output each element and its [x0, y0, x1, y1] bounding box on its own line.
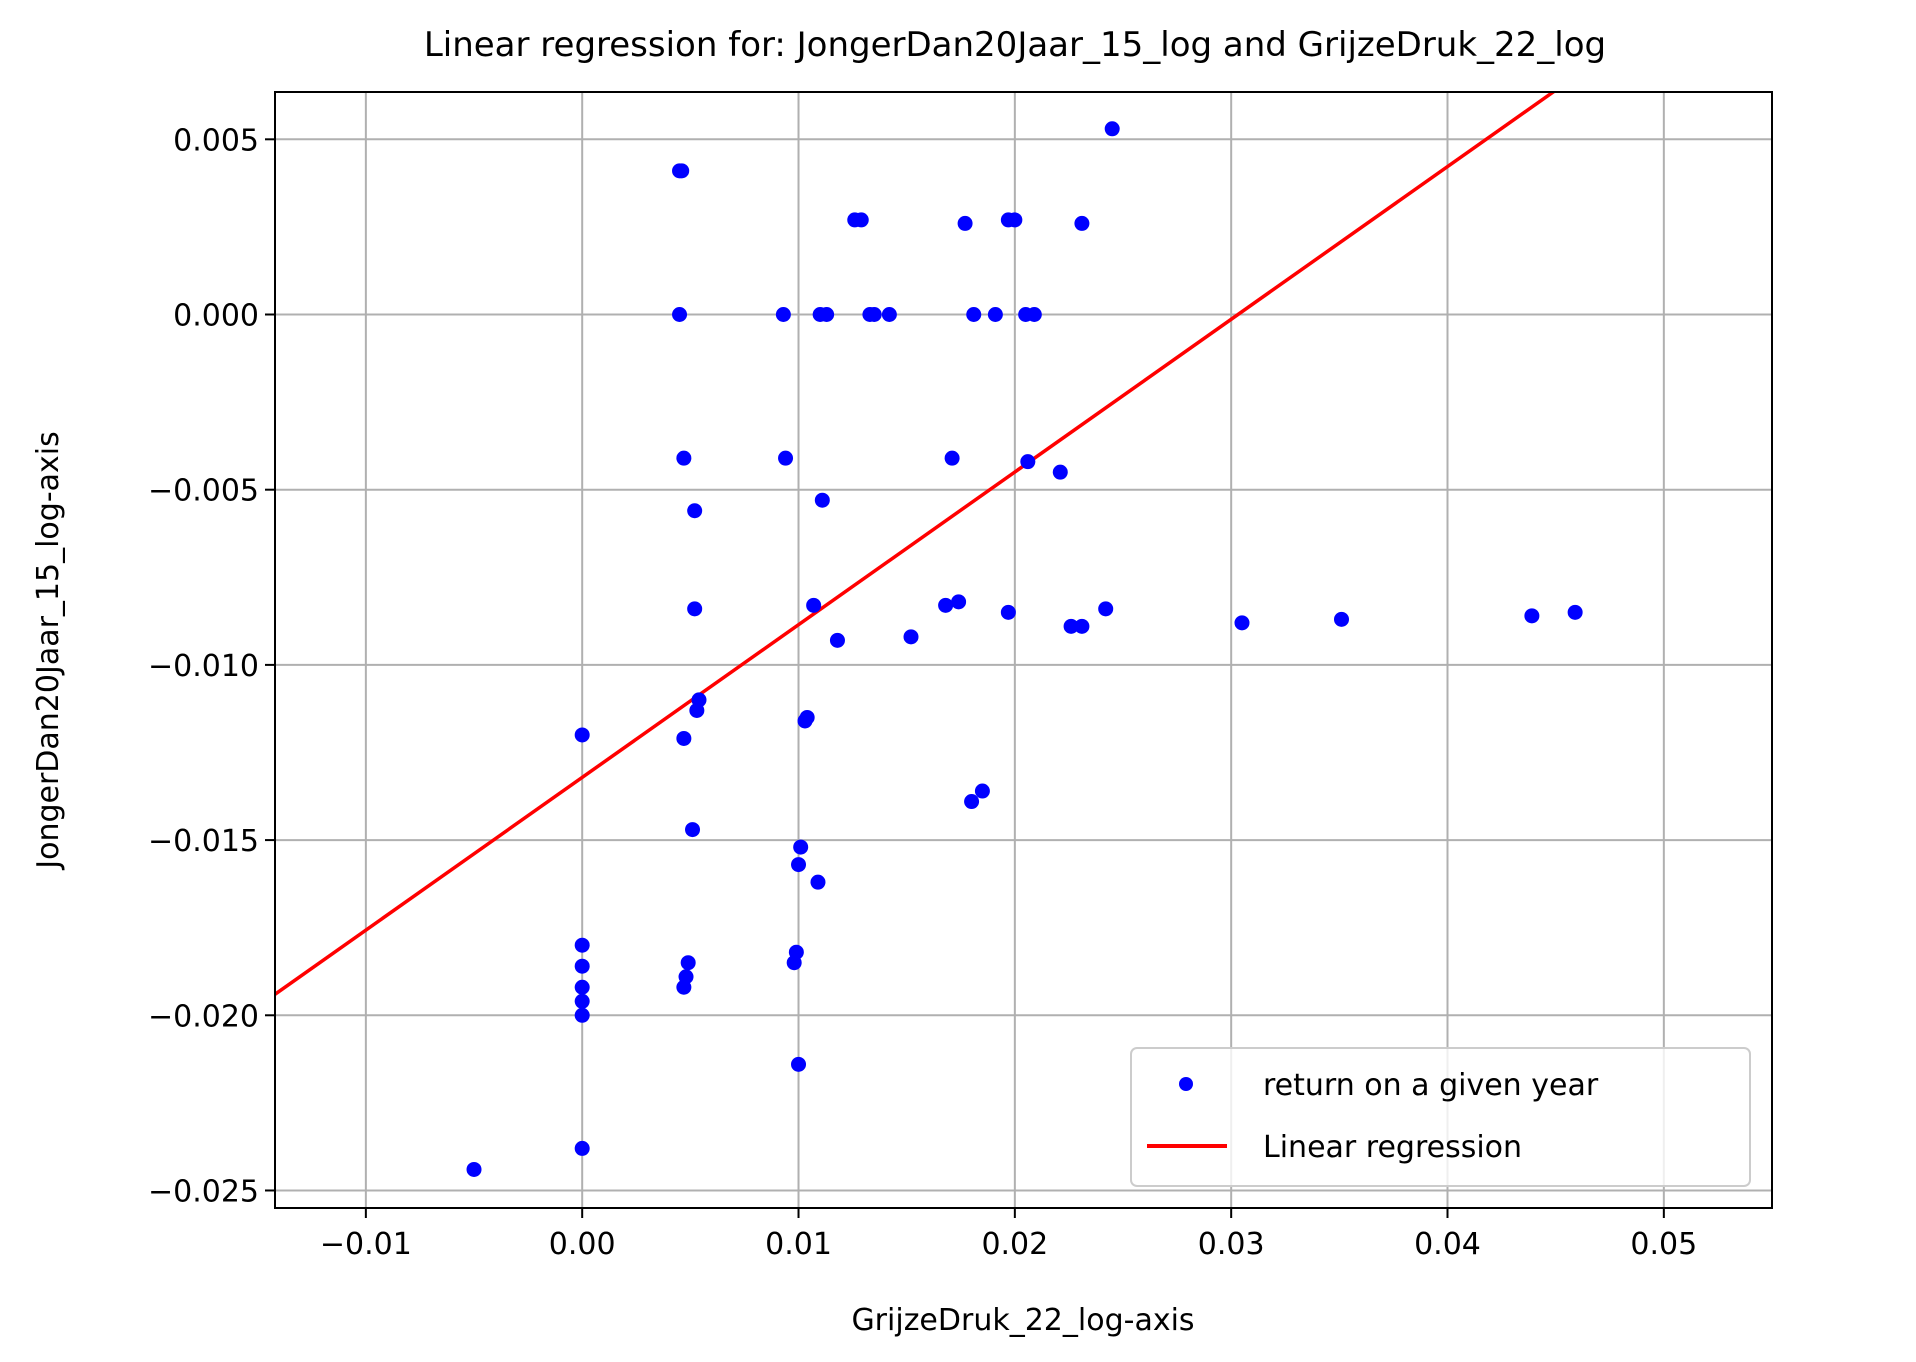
x-tick-label: 0.04 [1414, 1227, 1481, 1262]
scatter-point [791, 1056, 807, 1072]
y-tick-label: −0.020 [148, 999, 259, 1034]
scatter-point [574, 1140, 590, 1156]
x-axis-label: GrijzeDruk_22_log-axis [851, 1303, 1194, 1338]
x-tick-label: −0.01 [320, 1227, 412, 1262]
scatter-point [903, 629, 919, 645]
y-tick-label: −0.025 [148, 1174, 259, 1209]
scatter-point [987, 306, 1003, 322]
scatter-point [938, 597, 954, 613]
scatter-point [1026, 306, 1042, 322]
scatter-point [574, 979, 590, 995]
scatter-point [676, 979, 692, 995]
scatter-point [574, 993, 590, 1009]
y-axis-ticks: −0.025 −0.020 −0.015 −0.010 −0.005 0.000 0.005 [148, 123, 275, 1209]
legend-box [1130, 1047, 1751, 1187]
scatter-point [778, 450, 794, 466]
scatter-point [974, 783, 990, 799]
x-tick-label: 0.02 [981, 1227, 1048, 1262]
scatter-point [674, 163, 690, 179]
scatter-point [791, 857, 807, 873]
scatter-point [1524, 608, 1540, 624]
y-tick-label: −0.015 [148, 824, 259, 859]
plot-frame [274, 91, 1773, 1209]
y-tick-label: 0.000 [173, 298, 259, 333]
scatter-point [1000, 604, 1016, 620]
x-tick-label: 0.00 [549, 1227, 616, 1262]
y-tick-label: −0.010 [148, 649, 259, 684]
scatter-point [957, 215, 973, 231]
scatter-point [1063, 618, 1079, 634]
legend-label-scatter: return on a given year [1263, 1068, 1599, 1103]
scatter-point [574, 1007, 590, 1023]
scatter-point [1052, 464, 1068, 480]
scatter-point [685, 822, 701, 838]
grid-lines [275, 92, 1772, 1208]
scatter-point [1567, 604, 1583, 620]
scatter-point [574, 727, 590, 743]
x-tick-label: 0.01 [765, 1227, 832, 1262]
scatter-point [672, 306, 688, 322]
scatter-point [1098, 601, 1114, 617]
scatter-point [964, 794, 980, 810]
scatter-point [1007, 212, 1023, 228]
scatter-point [1074, 215, 1090, 231]
scatter-point [676, 730, 692, 746]
scatter-point [866, 306, 882, 322]
chart-title: Linear regression for: JongerDan20Jaar_1… [424, 25, 1606, 65]
legend-label-line: Linear regression [1263, 1130, 1522, 1165]
legend: return on a given year Linear regression [1130, 1047, 1751, 1187]
scatter-points-layer [466, 121, 1583, 1177]
scatter-point [810, 874, 826, 890]
y-tick-label: −0.005 [148, 474, 259, 509]
x-tick-label: 0.03 [1198, 1227, 1265, 1262]
scatter-point [799, 709, 815, 725]
scatter-point [1104, 121, 1120, 137]
scatter-point [788, 944, 804, 960]
legend-marker-scatter [1179, 1077, 1193, 1091]
y-axis-label: JongerDan20Jaar_15_log-axis [31, 431, 66, 871]
scatter-point [814, 492, 830, 508]
scatter-point [944, 450, 960, 466]
y-tick-label: 0.005 [173, 123, 259, 158]
scatter-point [853, 212, 869, 228]
scatter-point [951, 594, 967, 610]
scatter-point [881, 306, 897, 322]
scatter-point [806, 597, 822, 613]
scatter-point [676, 450, 692, 466]
regression-line [275, 92, 1557, 996]
regression-line-layer [275, 92, 1557, 996]
x-axis-ticks: −0.01 0.00 0.01 0.02 0.03 0.04 0.05 [320, 1208, 1697, 1262]
scatter-point [689, 702, 705, 718]
plot-area [275, 92, 1583, 1177]
scatter-point [819, 306, 835, 322]
scatter-point [1074, 618, 1090, 634]
scatter-point [1020, 454, 1036, 470]
scatter-point [466, 1161, 482, 1177]
scatter-point [829, 632, 845, 648]
scatter-point [680, 955, 696, 971]
scatter-point [775, 306, 791, 322]
scatter-point [687, 503, 703, 519]
scatter-point [574, 958, 590, 974]
scatter-point [966, 306, 982, 322]
scatter-point [1334, 611, 1350, 627]
x-tick-label: 0.05 [1630, 1227, 1697, 1262]
scatter-point [1234, 615, 1250, 631]
scatter-point [793, 839, 809, 855]
scatter-point [687, 601, 703, 617]
scatter-point [574, 937, 590, 953]
